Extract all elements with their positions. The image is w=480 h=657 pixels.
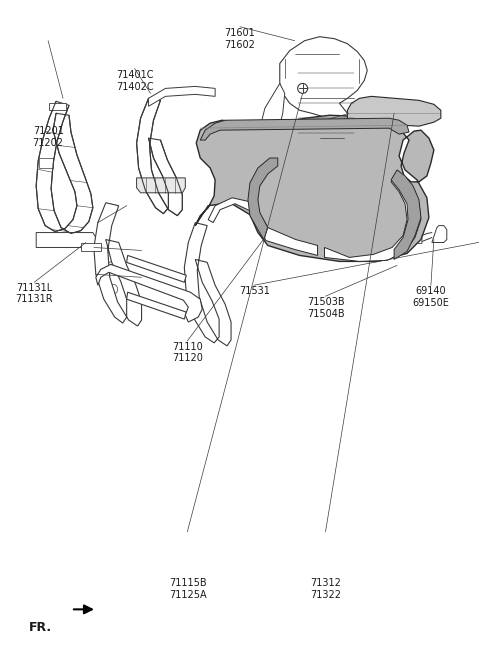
Text: 71115B
71125A: 71115B 71125A	[168, 578, 206, 600]
Text: 71503B
71504B: 71503B 71504B	[307, 297, 345, 319]
Polygon shape	[127, 256, 186, 283]
Text: 71110
71120: 71110 71120	[172, 342, 203, 363]
Polygon shape	[137, 99, 182, 215]
Polygon shape	[36, 233, 96, 248]
Text: 71531: 71531	[239, 286, 270, 296]
Polygon shape	[39, 158, 53, 168]
Polygon shape	[391, 170, 421, 260]
Polygon shape	[248, 158, 278, 240]
Polygon shape	[200, 118, 409, 140]
Text: 71601
71602: 71601 71602	[225, 28, 255, 50]
Text: 71312
71322: 71312 71322	[311, 578, 341, 600]
Text: 71201
71202: 71201 71202	[33, 126, 64, 148]
Circle shape	[108, 284, 118, 294]
Polygon shape	[324, 174, 421, 261]
Polygon shape	[415, 229, 422, 244]
Polygon shape	[148, 87, 215, 106]
Text: 71131L
71131R: 71131L 71131R	[15, 283, 53, 304]
Polygon shape	[260, 83, 285, 138]
Circle shape	[298, 83, 308, 93]
Polygon shape	[96, 264, 202, 322]
Polygon shape	[432, 225, 447, 242]
Circle shape	[107, 261, 119, 273]
Polygon shape	[208, 198, 318, 256]
Polygon shape	[127, 292, 186, 319]
Polygon shape	[310, 143, 329, 178]
Polygon shape	[280, 37, 367, 143]
Polygon shape	[195, 115, 434, 261]
Polygon shape	[81, 242, 101, 252]
Polygon shape	[348, 97, 441, 126]
Polygon shape	[49, 103, 66, 110]
Polygon shape	[137, 178, 185, 193]
Polygon shape	[94, 203, 142, 326]
Text: 71401C
71402C: 71401C 71402C	[116, 70, 154, 92]
Text: 69140
69150E: 69140 69150E	[412, 286, 449, 307]
Polygon shape	[184, 223, 231, 346]
Text: FR.: FR.	[29, 621, 52, 634]
Polygon shape	[36, 101, 93, 233]
